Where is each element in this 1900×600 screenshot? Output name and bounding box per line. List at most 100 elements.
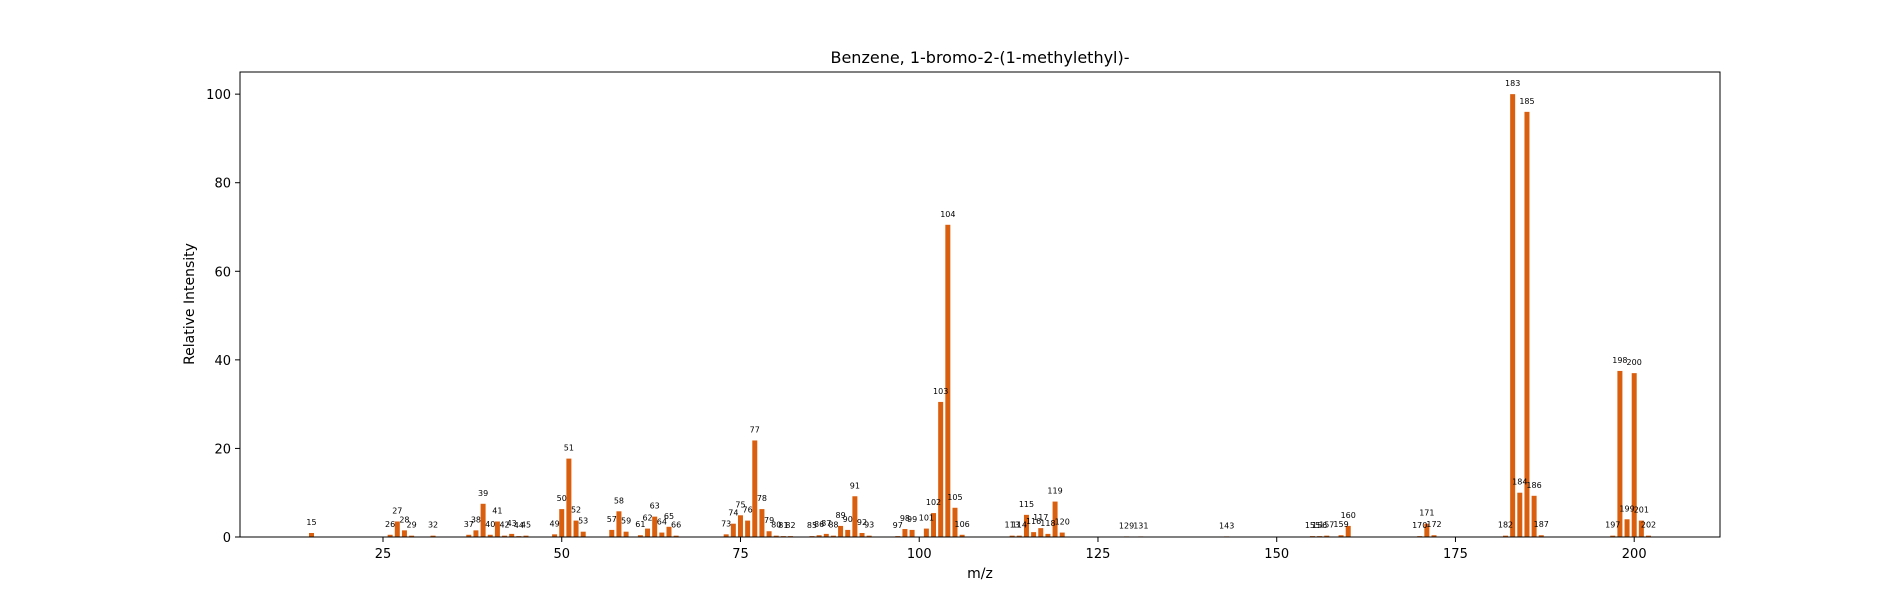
peak-label-187: 187 (1534, 520, 1549, 529)
peak-label-170: 170 (1412, 521, 1427, 530)
y-tick-label-100: 100 (206, 88, 231, 103)
peak-label-92: 92 (857, 518, 867, 527)
peak-bar-45 (523, 535, 529, 537)
peak-bar-159 (1338, 535, 1344, 537)
x-tick-label-50: 50 (553, 547, 570, 562)
peak-label-82: 82 (785, 521, 795, 530)
peak-bar-38 (473, 530, 479, 537)
peak-bar-66 (673, 535, 679, 537)
peak-label-32: 32 (428, 521, 438, 530)
peak-label-159: 159 (1333, 520, 1348, 529)
x-axis: 25 50 75 100 125 150 175 200 (375, 537, 1647, 562)
peak-label-49: 49 (549, 519, 559, 528)
peak-label-27: 27 (392, 507, 402, 516)
peak-bar-99 (909, 529, 915, 537)
peak-label-186: 186 (1526, 481, 1541, 490)
peak-label-201: 201 (1634, 506, 1649, 515)
peak-label-87: 87 (821, 519, 831, 528)
x-tick-label-150: 150 (1264, 547, 1289, 562)
peak-label-120: 120 (1055, 518, 1070, 527)
peak-label-65: 65 (664, 512, 674, 521)
peak-label-52: 52 (571, 506, 581, 515)
peak-label-156: 156 (1312, 521, 1327, 530)
peak-bar-62 (645, 528, 651, 537)
peak-bar-74 (730, 523, 736, 537)
peak-bar-160 (1345, 525, 1351, 537)
peak-label-28: 28 (399, 515, 409, 524)
peak-bar-86 (816, 535, 822, 537)
peak-bar-42 (502, 535, 508, 537)
y-tick-label-20: 20 (214, 442, 231, 457)
peak-label-104: 104 (940, 210, 955, 219)
peak-bar-15 (309, 533, 314, 537)
peak-label-172: 172 (1426, 520, 1441, 529)
peak-label-89: 89 (835, 511, 845, 520)
peak-label-26: 26 (385, 520, 395, 529)
peak-label-62: 62 (642, 514, 652, 523)
peak-bar-171 (1424, 523, 1430, 537)
peak-bar-105 (952, 507, 958, 537)
peak-label-58: 58 (614, 496, 624, 505)
peak-label-182: 182 (1498, 521, 1513, 530)
x-axis-label: m/z (967, 566, 993, 582)
peak-label-143: 143 (1219, 521, 1234, 530)
peak-label-29: 29 (406, 521, 416, 530)
peak-label-15: 15 (306, 518, 316, 527)
peak-bar-201 (1638, 520, 1644, 537)
peak-label-38: 38 (471, 515, 481, 524)
peak-bar-39 (480, 503, 486, 537)
peak-label-93: 93 (864, 521, 874, 530)
peak-label-41: 41 (492, 507, 502, 516)
peak-bar-200 (1631, 373, 1637, 537)
peak-bar-28 (401, 530, 407, 537)
peak-label-39: 39 (478, 489, 488, 498)
peak-label-99: 99 (907, 515, 917, 524)
peak-label-119: 119 (1047, 487, 1062, 496)
peak-bar-65 (666, 526, 672, 537)
peak-bar-59 (623, 531, 629, 537)
x-tick-label-175: 175 (1443, 547, 1468, 562)
peak-label-157: 157 (1319, 521, 1334, 530)
peak-label-59: 59 (621, 517, 631, 526)
peak-label-118: 118 (1040, 519, 1055, 528)
peak-bar-116 (1031, 532, 1037, 537)
peak-bar-43 (509, 533, 515, 537)
peak-label-80: 80 (771, 521, 781, 530)
x-tick-label-125: 125 (1086, 547, 1111, 562)
peak-bar-101 (923, 528, 929, 537)
peak-bar-61 (637, 535, 643, 537)
peak-label-50: 50 (557, 494, 567, 503)
peak-label-197: 197 (1605, 521, 1620, 530)
peak-label-98: 98 (900, 514, 910, 523)
peak-label-45: 45 (521, 521, 531, 530)
peak-label-106: 106 (954, 520, 969, 529)
peak-label-101: 101 (919, 514, 934, 523)
peak-label-75: 75 (735, 500, 745, 509)
peak-bar-198 (1617, 370, 1623, 537)
peak-bar-103 (938, 401, 944, 537)
peak-bar-89 (838, 525, 844, 537)
peak-label-116: 116 (1026, 517, 1041, 526)
peak-bar-63 (652, 516, 658, 537)
peak-label-64: 64 (657, 518, 667, 527)
peak-bar-78 (759, 509, 765, 537)
peak-label-76: 76 (743, 506, 753, 515)
peak-bar-58 (616, 511, 622, 537)
peak-label-91: 91 (850, 481, 860, 490)
y-axis-label: Relative Intensity (182, 243, 198, 365)
peak-bar-91 (852, 496, 858, 537)
chart-title: Benzene, 1-bromo-2-(1-methylethyl)- (830, 48, 1129, 67)
peak-label-79: 79 (764, 516, 774, 525)
peak-bar-77 (752, 440, 758, 537)
peak-label-42: 42 (499, 521, 509, 530)
plot-frame (239, 71, 1721, 538)
peak-bar-182 (1503, 535, 1509, 537)
peak-bar-53 (580, 531, 586, 537)
peak-bar-29 (409, 535, 415, 537)
x-tick-label-100: 100 (907, 547, 932, 562)
peak-bar-183 (1510, 94, 1516, 537)
peak-label-184: 184 (1512, 478, 1527, 487)
peak-bar-184 (1517, 492, 1523, 537)
peak-bar-93 (866, 535, 872, 537)
